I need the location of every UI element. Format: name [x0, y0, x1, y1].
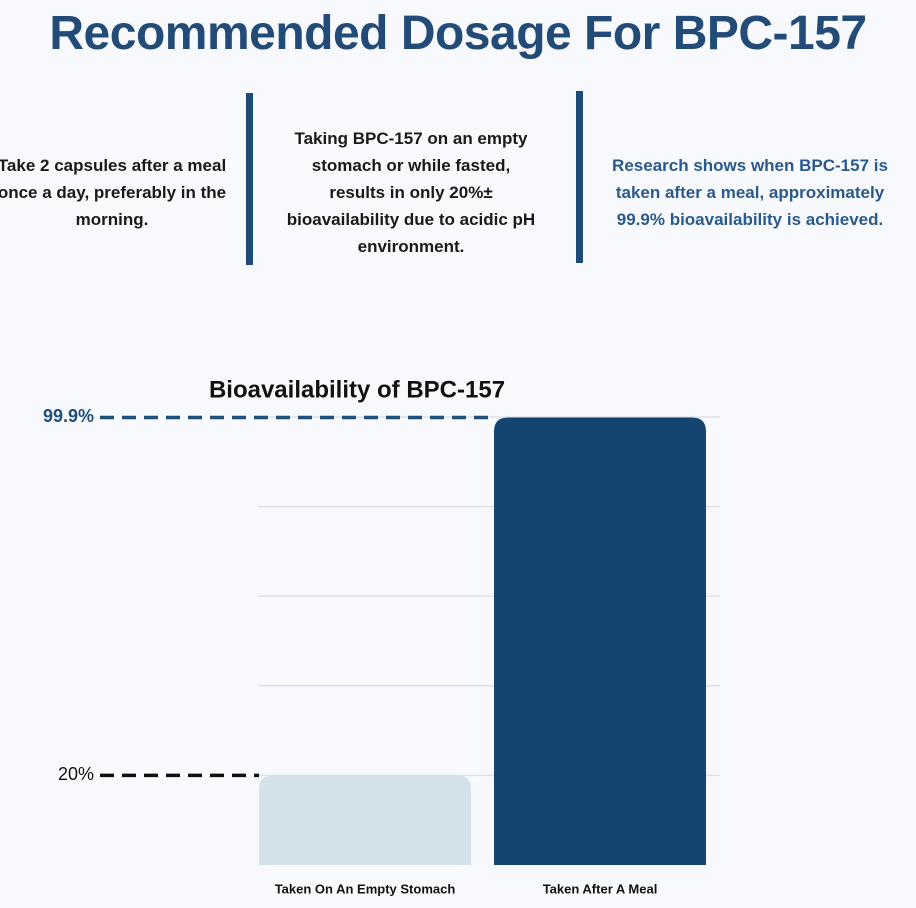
column-text: Research shows when BPC-157 is taken aft… — [612, 156, 888, 229]
divider — [246, 93, 253, 265]
x-tick-label: Taken After A Meal — [543, 881, 658, 896]
bar — [494, 417, 706, 865]
page-title: Recommended Dosage For BPC-157 — [49, 7, 867, 60]
value-label: 99.9% — [43, 406, 94, 426]
chart-title: Bioavailability of BPC-157 — [209, 376, 505, 403]
column-text: Taking BPC-157 on an empty stomach or wh… — [286, 129, 536, 256]
divider — [576, 91, 583, 263]
column-text: Take 2 capsules after a meal once a day,… — [0, 156, 227, 229]
bar — [259, 775, 471, 865]
x-tick-label: Taken On An Empty Stomach — [275, 881, 456, 896]
value-label: 20% — [58, 764, 94, 784]
